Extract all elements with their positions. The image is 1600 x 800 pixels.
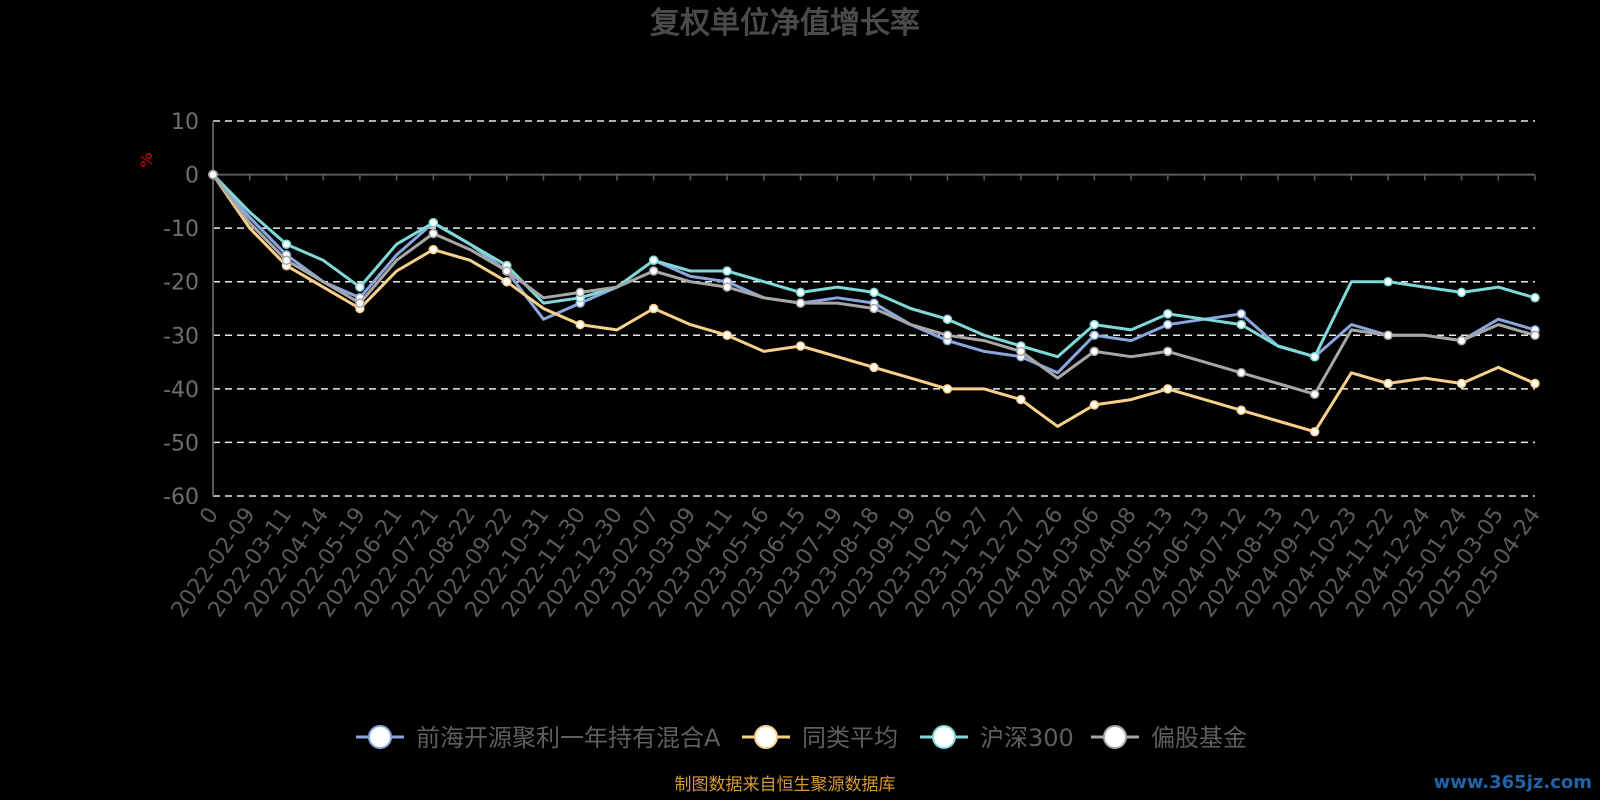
y-tick-label: -50 (163, 431, 199, 456)
data-point (648, 303, 659, 314)
data-point (1089, 319, 1100, 330)
data-point (1530, 330, 1540, 341)
legend-item[interactable]: 同类平均 (742, 724, 898, 752)
legend-marker (368, 725, 392, 749)
data-point (355, 298, 365, 308)
data-point (1383, 330, 1393, 341)
data-point (1236, 405, 1246, 416)
data-point (1163, 384, 1173, 394)
legend-marker (754, 725, 778, 749)
data-point (1163, 319, 1173, 330)
series-2 (208, 169, 1540, 362)
data-point (1383, 378, 1393, 389)
data-point (1236, 309, 1246, 319)
data-point (795, 341, 806, 351)
data-point (1089, 346, 1100, 357)
data-point (1163, 346, 1173, 357)
data-point (355, 282, 365, 292)
series-group (208, 169, 1540, 437)
data-point (1089, 400, 1100, 410)
x-axis-ticks: 02022-02-092022-03-112022-04-142022-05-1… (167, 174, 1546, 622)
data-point (942, 330, 953, 341)
y-tick-label: -10 (163, 217, 199, 242)
data-point (1309, 351, 1320, 362)
legend-label: 同类平均 (802, 724, 898, 752)
data-point (502, 276, 512, 287)
data-point (1016, 394, 1026, 405)
legend-label: 前海开源聚利一年持有混合A (416, 724, 721, 752)
data-point (1309, 426, 1320, 437)
watermark: www.365jz.com (1434, 772, 1592, 793)
legend-item[interactable]: 沪深300 (920, 724, 1074, 752)
data-point (722, 266, 732, 276)
y-tick-label: -30 (163, 324, 199, 349)
y-tick-label: -20 (163, 271, 199, 296)
series-0 (208, 169, 1540, 375)
data-point (1236, 368, 1246, 378)
data-point (575, 319, 585, 330)
data-point (1456, 378, 1467, 389)
data-point (1163, 309, 1173, 319)
data-point (795, 287, 806, 298)
data-point (281, 239, 292, 249)
y-tick-label: 0 (185, 164, 199, 189)
y-tick-label: -60 (163, 485, 199, 510)
data-point (1530, 293, 1540, 303)
data-point (869, 362, 879, 373)
data-point (1530, 378, 1540, 389)
data-point (1089, 330, 1100, 341)
data-point (1383, 276, 1393, 287)
chart-title: 复权单位净值增长率 (650, 6, 920, 41)
legend[interactable]: 前海开源聚利一年持有混合A 同类平均 沪深300 偏股基金 (356, 724, 1247, 752)
legend-item[interactable]: 偏股基金 (1091, 724, 1247, 752)
data-point (1309, 389, 1320, 399)
x-tick-label: 0 (195, 503, 224, 529)
data-point (942, 384, 953, 394)
data-point (575, 287, 585, 298)
legend-marker (1103, 725, 1127, 749)
data-point (428, 218, 439, 228)
y-tick-label: 10 (171, 110, 199, 135)
y-tick-label: -40 (163, 378, 199, 403)
data-point (795, 298, 806, 308)
data-point (1456, 335, 1467, 346)
data-point (502, 266, 512, 276)
legend-marker (932, 725, 956, 749)
data-point (648, 266, 659, 276)
data-point (1016, 346, 1026, 357)
legend-label: 偏股基金 (1151, 724, 1247, 752)
data-point (722, 330, 732, 341)
series-line (211, 173, 1536, 396)
legend-item[interactable]: 前海开源聚利一年持有混合A (356, 724, 721, 752)
series-line (211, 173, 1536, 359)
data-point (722, 282, 732, 292)
data-point (1456, 287, 1467, 298)
legend-label: 沪深300 (980, 724, 1074, 752)
data-point (281, 255, 292, 266)
data-point (428, 244, 439, 255)
data-point (869, 303, 879, 314)
data-point (648, 255, 659, 266)
y-axis-unit: % (137, 152, 156, 167)
data-point (208, 169, 218, 180)
data-point (869, 287, 879, 298)
series-3 (208, 169, 1540, 399)
data-source-note: 制图数据来自恒生聚源数据库 (675, 775, 896, 795)
series-line (211, 173, 1536, 375)
data-point (942, 314, 953, 324)
y-axis-ticks: 10 0 -10 -20 -30 -40 -50 -60 (163, 110, 199, 510)
series-1 (208, 169, 1540, 437)
data-point (428, 228, 439, 239)
data-point (1236, 319, 1246, 330)
